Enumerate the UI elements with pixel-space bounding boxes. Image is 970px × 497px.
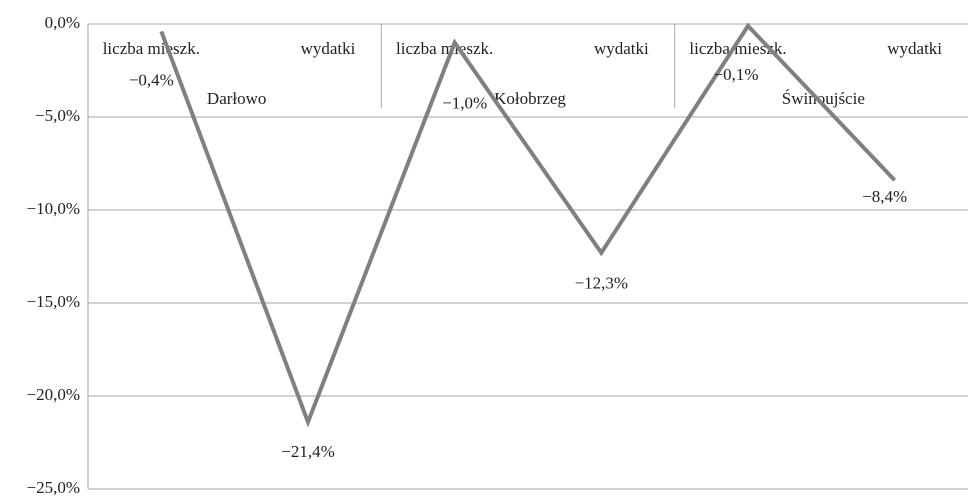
category-label: wydatki xyxy=(301,39,356,58)
y-tick-label: −10,0% xyxy=(27,199,81,218)
data-label: −12,3% xyxy=(575,274,629,293)
y-tick-label: −15,0% xyxy=(27,292,81,311)
y-tick-label: −20,0% xyxy=(27,385,81,404)
group-label: Świnoujście xyxy=(782,89,865,108)
data-label: −21,4% xyxy=(281,442,335,461)
category-label: wydatki xyxy=(594,39,649,58)
data-label: −0,1% xyxy=(714,65,759,84)
data-line xyxy=(159,22,897,428)
group-label: Kołobrzeg xyxy=(494,89,566,108)
y-tick-label: −25,0% xyxy=(27,478,81,497)
category-label: wydatki xyxy=(887,39,942,58)
data-label: −1,0% xyxy=(442,94,487,113)
y-tick-label: 0,0% xyxy=(45,13,80,32)
category-label: liczba mieszk. xyxy=(103,39,200,58)
data-label: −0,4% xyxy=(129,70,174,89)
y-tick-label: −5,0% xyxy=(35,106,80,125)
group-label: Darłowo xyxy=(207,89,266,108)
data-label: −8,4% xyxy=(862,187,907,206)
category-label: liczba mieszk. xyxy=(396,39,493,58)
